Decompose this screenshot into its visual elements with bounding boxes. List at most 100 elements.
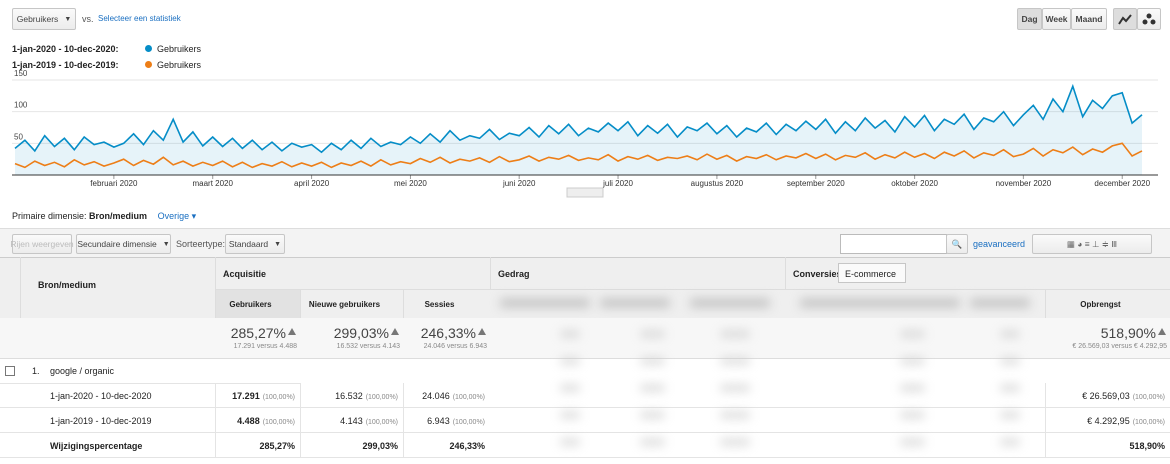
line-chart-button[interactable]	[1113, 8, 1137, 30]
area	[15, 86, 1142, 175]
row-label: Wijzigingspercentage	[50, 441, 143, 451]
day-button[interactable]: Dag	[1017, 8, 1042, 30]
group-header	[490, 257, 785, 290]
column-label: Gebruikers	[229, 300, 272, 309]
x-tick-label: augustus 2020	[691, 179, 744, 188]
search-input[interactable]	[840, 234, 947, 254]
advanced-link[interactable]: geavanceerd	[973, 239, 1026, 249]
column-label: Sessies	[424, 300, 455, 309]
dimension-value: Bron/medium	[89, 211, 148, 221]
blurred-header	[600, 298, 670, 308]
summary-change: 285,27%	[230, 325, 286, 341]
chart: 50 100 150 februari 2020 maart 2020 april 202…	[12, 70, 1158, 198]
cell: 4.143 (100,00%)	[340, 416, 398, 426]
cell-border	[215, 433, 300, 458]
blurred-cell	[900, 330, 925, 338]
collapse-tab	[566, 187, 604, 198]
cell: € 4.292,95 (100,00%)	[1087, 416, 1165, 426]
column-header	[1045, 290, 1170, 318]
line-icon	[1118, 14, 1132, 25]
sort-select[interactable]: Standaard ▼	[225, 234, 285, 254]
cell-value: € 4.292,95	[1087, 416, 1130, 426]
week-button[interactable]: Week	[1042, 8, 1071, 30]
x-tick-label: september 2020	[787, 179, 845, 188]
row-line	[0, 383, 300, 384]
blurred-cell	[1000, 330, 1020, 338]
metric-select[interactable]: Gebruikers ▼	[12, 8, 76, 30]
cell: 24.046 (100,00%)	[422, 391, 485, 401]
summary-change: 246,33%	[420, 325, 476, 341]
legend-swatch	[145, 61, 152, 68]
cell-border	[300, 408, 403, 433]
cell: € 26.569,03 (100,00%)	[1082, 391, 1165, 401]
blurred-cell	[560, 411, 580, 419]
metric-label: Gebruikers	[16, 14, 59, 24]
view-buttons[interactable]: ▦ ◕ ≡ ⊥ ≑ Ⅲ	[1032, 234, 1152, 254]
dimension-header: Bron/medium	[38, 280, 97, 290]
month-button[interactable]: Maand	[1071, 8, 1107, 30]
motion-chart-button[interactable]	[1137, 8, 1161, 30]
checkbox-header	[0, 257, 21, 318]
cell-border	[403, 408, 490, 433]
blurred-cell	[640, 411, 665, 419]
table-controls: Rijen weergeven Secundaire dimensie ▼ Sor…	[0, 228, 1170, 259]
cell-share: (100,00%)	[262, 394, 295, 401]
blurred-cell	[720, 384, 750, 392]
row-label: 1-jan-2020 - 10-dec-2020	[50, 391, 152, 401]
row-index: 1.	[32, 366, 40, 376]
summary-arrow	[1158, 328, 1166, 335]
column-label: Nieuwe gebruikers	[308, 300, 381, 309]
cell-value: 299,03%	[362, 441, 398, 451]
row-checkbox[interactable]	[5, 366, 15, 376]
row-bg	[0, 433, 1170, 458]
cell-share: (100,00%)	[365, 419, 398, 426]
dimension-other[interactable]: Overige	[157, 211, 190, 221]
cell: 285,27%	[259, 441, 295, 451]
cell-value: 518,90%	[1129, 441, 1165, 451]
row-bg	[0, 383, 1170, 408]
blurred-cell	[900, 411, 925, 419]
legend-swatch	[145, 45, 152, 52]
cell-share: (100,00%)	[452, 419, 485, 426]
y-tick-label: 50	[14, 132, 23, 141]
cell-border	[403, 433, 490, 458]
rows-button[interactable]: Rijen weergeven	[10, 234, 74, 254]
x-tick-label: november 2020	[996, 179, 1052, 188]
blurred-cell	[900, 384, 925, 392]
cell-value: 6.943	[427, 416, 450, 426]
vs-label: vs.	[82, 14, 94, 24]
row-label: google / organic	[50, 366, 115, 376]
conversion-select[interactable]: E-commerce	[838, 263, 906, 283]
secondary-dimension[interactable]: Secundaire dimensie ▼	[76, 234, 171, 254]
cell-border	[215, 383, 300, 408]
summary-change: 518,90%	[1100, 325, 1156, 341]
x-tick-label: maart 2020	[192, 179, 233, 188]
cell-value: 16.532	[335, 391, 363, 401]
blurred-cell	[560, 384, 580, 392]
legend-label: Gebruikers	[157, 60, 202, 70]
blurred-cell	[720, 411, 750, 419]
summary-detail: 16.532 versus 4.143	[336, 343, 400, 350]
cell: 4.488 (100,00%)	[237, 416, 295, 426]
x-tick-label: juli 2020	[602, 179, 633, 188]
cell-share: (100,00%)	[365, 394, 398, 401]
column-header	[215, 290, 300, 318]
cell: 299,03%	[362, 441, 398, 451]
blurred-cell	[560, 357, 580, 365]
blurred-cell	[1000, 438, 1020, 446]
cell-value: 24.046	[422, 391, 450, 401]
select-metric[interactable]: Selecteer een statistiek	[98, 14, 181, 23]
blurred-cell	[1000, 384, 1020, 392]
cell: 518,90%	[1129, 441, 1165, 451]
group-label: Conversies	[793, 269, 842, 279]
search-button[interactable]: 🔍	[946, 234, 968, 254]
blurred-cell	[560, 330, 580, 338]
group-label: Gedrag	[498, 269, 530, 279]
x-tick-label: april 2020	[294, 179, 330, 188]
summary-arrow	[288, 328, 296, 335]
cell: 246,33%	[449, 441, 485, 451]
summary-change: 299,03%	[333, 325, 389, 341]
blurred-cell	[640, 438, 665, 446]
cell-border	[1045, 408, 1170, 433]
